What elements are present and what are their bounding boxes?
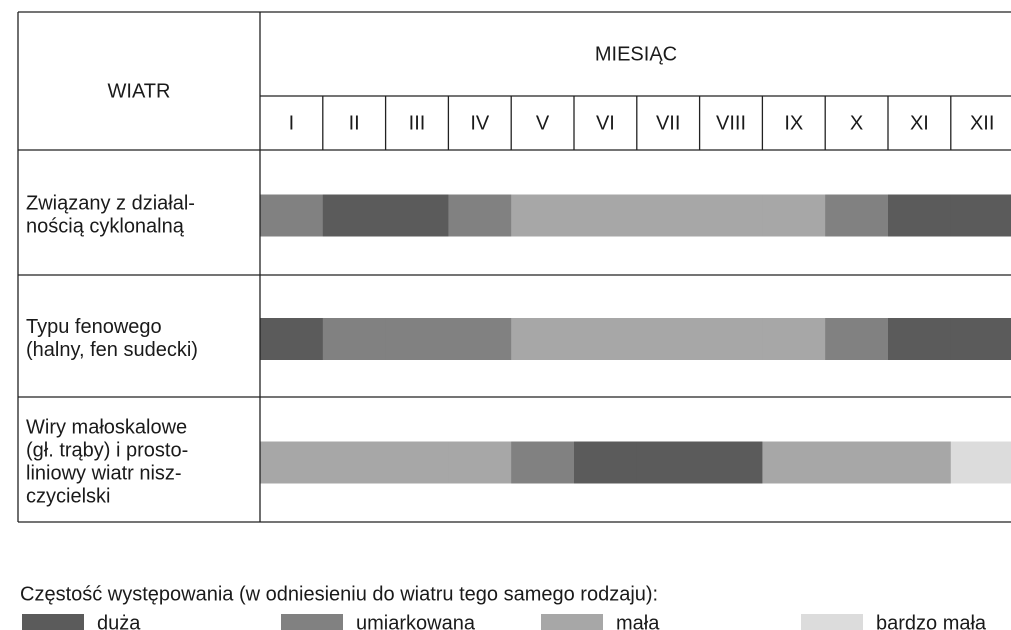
month-label: II: [349, 112, 360, 134]
frequency-cell: [511, 441, 575, 484]
month-label: V: [536, 112, 550, 134]
row-label: (gł. trąby) i prosto-: [26, 439, 188, 461]
month-label: XII: [970, 112, 994, 134]
month-label: III: [409, 112, 426, 134]
row-label: czycielski: [26, 485, 110, 507]
legend-title: Częstość występowania (w odniesieniu do …: [20, 583, 658, 605]
frequency-cell: [825, 318, 889, 360]
month-label: IV: [470, 112, 490, 134]
frequency-cell: [762, 318, 826, 360]
frequency-cell: [448, 194, 512, 237]
frequency-cell: [322, 441, 387, 484]
frequency-cell: [636, 441, 701, 484]
frequency-cell: [888, 441, 952, 484]
legend-label: umiarkowana: [356, 612, 476, 630]
frequency-cell: [511, 194, 575, 237]
legend-label: duża: [97, 612, 141, 630]
frequency-cell: [825, 441, 889, 484]
row-label: (halny, fen sudecki): [26, 339, 198, 361]
frequency-cell: [385, 318, 449, 360]
frequency-cell: [950, 318, 1011, 360]
month-label: VIII: [716, 112, 746, 134]
frequency-cell: [511, 318, 575, 360]
frequency-cell: [448, 441, 512, 484]
month-label: XI: [910, 112, 929, 134]
frequency-cell: [448, 318, 512, 360]
month-label: IX: [784, 112, 803, 134]
frequency-cell: [636, 194, 701, 237]
row-label: Związany z działal-: [26, 192, 195, 214]
row-label: liniowy wiatr nisz-: [26, 462, 182, 484]
row-label: nością cyklonalną: [26, 215, 185, 237]
frequency-cell: [699, 318, 763, 360]
legend-swatch: [22, 614, 84, 630]
frequency-cell: [825, 194, 889, 237]
legend-swatch: [801, 614, 863, 630]
month-label: X: [850, 112, 863, 134]
month-label: I: [289, 112, 295, 134]
frequency-cell: [260, 318, 324, 360]
frequency-cell: [636, 318, 701, 360]
frequency-cell: [574, 194, 638, 237]
frequency-cell: [888, 318, 952, 360]
frequency-cell: [322, 194, 387, 237]
frequency-cell: [385, 194, 449, 237]
month-label: VI: [596, 112, 615, 134]
legend-label: mała: [616, 612, 660, 630]
frequency-cell: [574, 318, 638, 360]
row-label: Wiry małoskalowe: [26, 416, 187, 438]
legend-swatch: [281, 614, 343, 630]
legend-swatch: [541, 614, 603, 630]
frequency-cell: [699, 441, 763, 484]
row-label: Typu fenowego: [26, 316, 162, 338]
frequency-cell: [385, 441, 449, 484]
legend-label: bardzo mała: [876, 612, 987, 630]
frequency-cell: [950, 441, 1011, 484]
frequency-cell: [950, 194, 1011, 237]
frequency-cell: [322, 318, 387, 360]
frequency-cell: [762, 194, 826, 237]
frequency-cell: [574, 441, 638, 484]
month-label: VII: [656, 112, 680, 134]
frequency-cell: [260, 441, 324, 484]
group-header: MIESIĄC: [595, 43, 677, 65]
frequency-cell: [762, 441, 826, 484]
frequency-cell: [699, 194, 763, 237]
corner-header: WIATR: [108, 80, 171, 102]
frequency-cell: [888, 194, 952, 237]
frequency-cell: [260, 194, 324, 237]
